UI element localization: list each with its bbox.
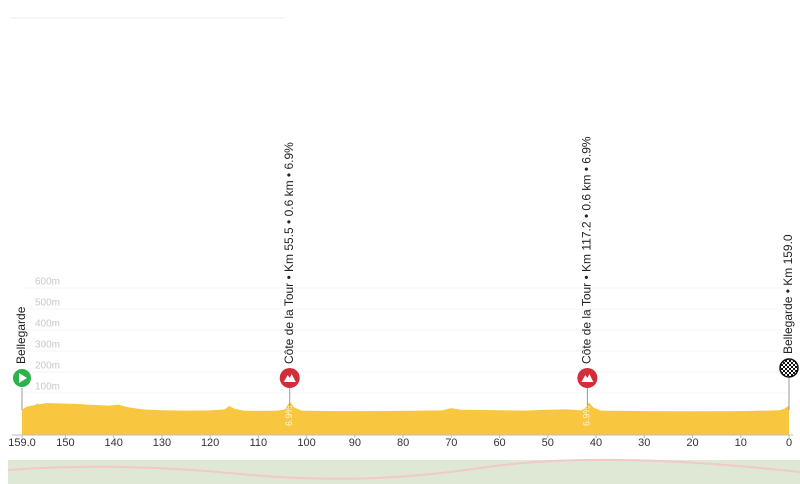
start-arrow — [19, 373, 27, 383]
annotation-label: Bellegarde • Km 159.0 — [781, 234, 795, 354]
climb-mountain — [283, 374, 296, 382]
x-tick-label: 40 — [590, 437, 602, 449]
marker-finish — [779, 358, 799, 378]
x-tick-label: 20 — [686, 437, 698, 449]
x-tick-label: 10 — [735, 437, 747, 449]
gradient-label: 6.9% — [284, 405, 294, 426]
gradient-label: 6.9% — [582, 405, 592, 426]
annotation-label: Bellegarde — [14, 306, 28, 364]
x-tick-label: 30 — [638, 437, 650, 449]
x-tick-label: 110 — [250, 437, 268, 449]
x-tick-label: 120 — [201, 437, 219, 449]
y-tick-label: 100m — [35, 382, 60, 393]
x-tick-label: 70 — [445, 437, 457, 449]
y-tick-label: 600m — [35, 277, 60, 288]
y-tick-label: 300m — [35, 340, 60, 351]
y-tick-label: 400m — [35, 319, 60, 330]
annotation-label: Côte de la Tour • Km 117.2 • 0.6 km • 6.… — [580, 136, 594, 364]
x-tick-label: 0 — [786, 437, 792, 449]
x-tick-label: 60 — [493, 437, 505, 449]
marker-climb — [577, 368, 598, 388]
marker-climb — [279, 368, 300, 388]
x-tick-label: 90 — [349, 437, 361, 449]
x-tick-label: 100 — [297, 437, 315, 449]
elevation-area — [22, 401, 789, 435]
climb-mountain — [581, 374, 594, 382]
x-tick-label: 150 — [56, 437, 74, 449]
x-tick-label: 80 — [397, 437, 409, 449]
map-strip — [8, 460, 800, 484]
x-tick-label: 140 — [104, 437, 122, 449]
annotation-label: Côte de la Tour • Km 55.5 • 0.6 km • 6.9… — [282, 142, 296, 364]
x-tick-label: 50 — [542, 437, 554, 449]
y-tick-label: 500m — [35, 298, 60, 309]
y-tick-label: 200m — [35, 361, 60, 372]
x-tick-label: 159.0 — [8, 437, 36, 449]
map-road — [7, 458, 800, 480]
marker-start — [13, 369, 31, 387]
x-tick-label: 130 — [153, 437, 171, 449]
finish-icon — [779, 358, 799, 378]
